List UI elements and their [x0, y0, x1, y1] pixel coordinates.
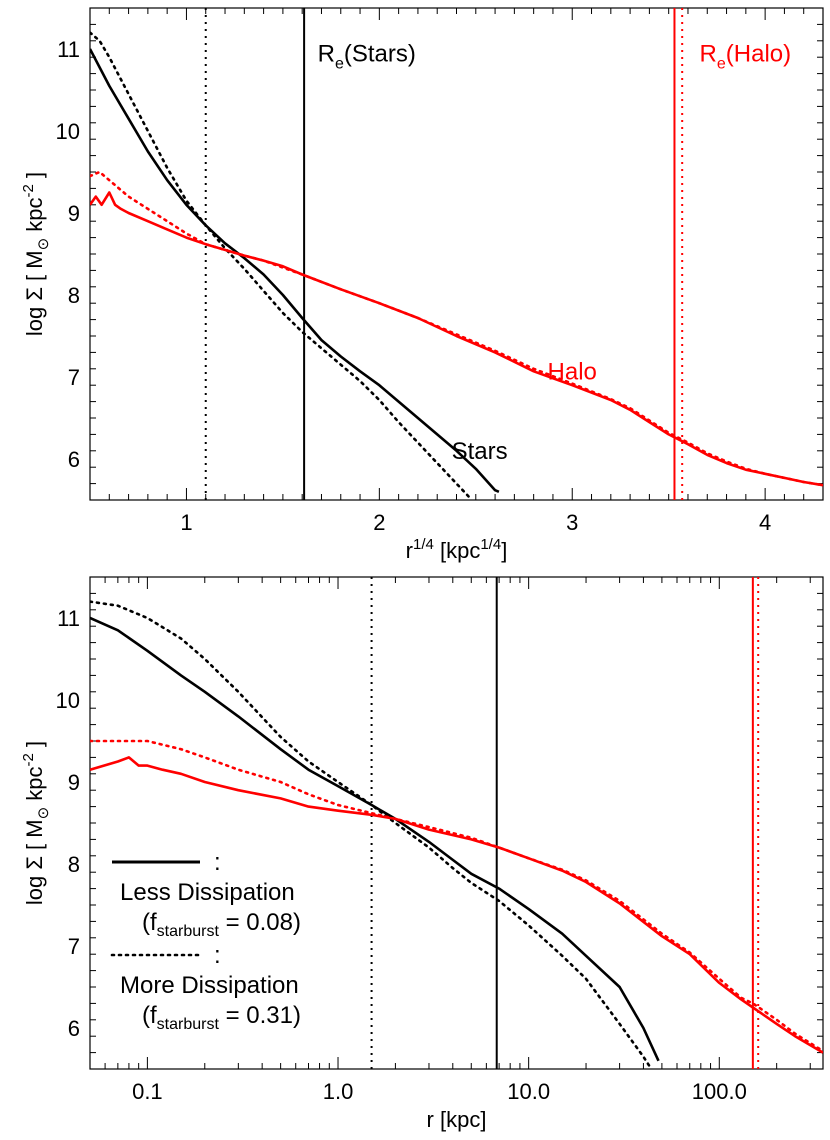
bottom-ytick-label: 7 [68, 934, 80, 959]
top-plot-frame [89, 7, 824, 501]
top-xtick-label: 3 [566, 510, 578, 535]
bottom-chart: 6 7 8 9 10 11 0.1 1.0 10.0 100.0 r [kpc] log Σ [ M⊙… [20, 576, 824, 1132]
top-ytick-label: 9 [68, 201, 80, 226]
top-ytick-label: 10 [56, 119, 80, 144]
bottom-xaxis-label: r [kpc] [427, 1107, 487, 1132]
legend-parameter: (fstarburst = 0.08) [142, 909, 301, 940]
legend-label: Less Dissipation [120, 879, 295, 906]
bottom-series-stars-dotted [90, 600, 653, 1069]
bottom-xtick-label: 10.0 [507, 1079, 550, 1104]
top-ytick-label: 8 [68, 283, 80, 308]
top-annotation-stars: Stars [452, 438, 508, 465]
bottom-ytick-label: 9 [68, 770, 80, 795]
top-annotation-re-stars: Re(Stars) [318, 40, 416, 72]
top-xtick-label: 2 [373, 510, 385, 535]
bottom-ytick-label: 6 [68, 1016, 80, 1041]
legend-colon: : [214, 849, 221, 876]
bottom-legend: : Less Dissipation (fstarburst = 0.08): Mor… [110, 849, 301, 1033]
top-xtick-label: 1 [180, 510, 192, 535]
bottom-xtick-label: 0.1 [132, 1079, 163, 1104]
top-annotation-halo: Halo [548, 358, 597, 385]
top-yaxis-label: log Σ [ M⊙ kpc-2 ] [20, 172, 52, 336]
top-ytick-label: 11 [57, 37, 80, 62]
legend-label: More Dissipation [120, 972, 299, 999]
bottom-ytick-label: 10 [56, 688, 80, 713]
top-ytick-label: 6 [68, 447, 80, 472]
bottom-yaxis-label: log Σ [ M⊙ kpc-2 ] [20, 741, 52, 905]
top-series-halo-dotted [90, 170, 823, 487]
top-annotation-re-halo: Re(Halo) [700, 40, 792, 72]
top-xtick-label: 4 [759, 510, 771, 535]
top-series-stars-solid [90, 48, 500, 493]
bottom-xtick-label: 100.0 [692, 1079, 747, 1104]
bottom-series-halo-solid [90, 756, 823, 1054]
top-ytick-label: 7 [68, 365, 80, 390]
bottom-xtick-label: 1.0 [323, 1079, 354, 1104]
bottom-series-halo-dotted [90, 739, 823, 1053]
legend-parameter: (fstarburst = 0.31) [142, 1002, 301, 1033]
top-xaxis-label: r1/4 [kpc1/4] [406, 536, 508, 563]
bottom-ytick-label: 8 [68, 852, 80, 877]
top-series-stars-dotted [90, 31, 474, 500]
bottom-ytick-label: 11 [57, 606, 80, 631]
legend-colon: : [214, 942, 221, 969]
